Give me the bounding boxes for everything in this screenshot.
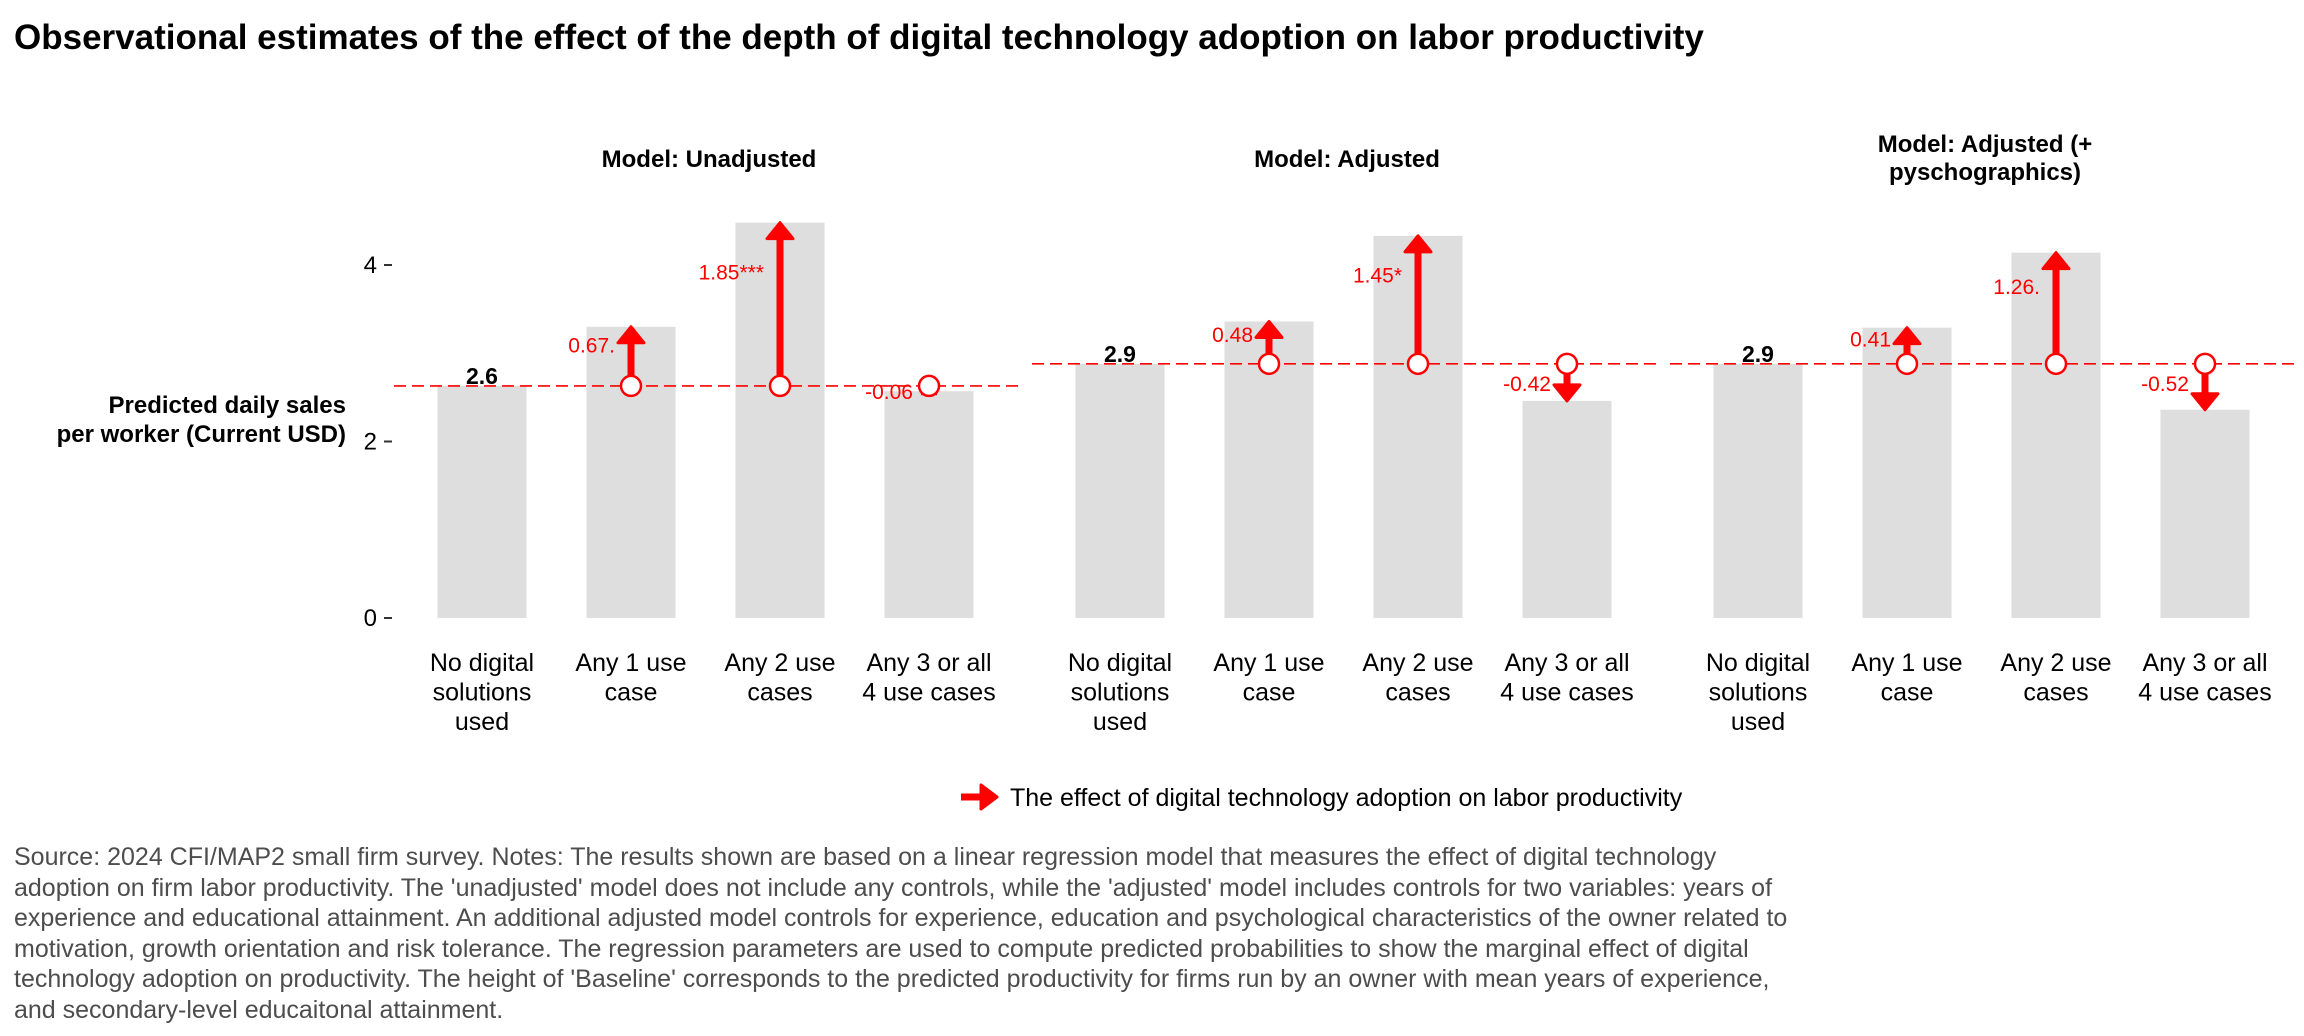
effect-label: -0.42	[1503, 373, 1551, 396]
bar	[437, 385, 527, 618]
effect-label: 0.41	[1850, 329, 1891, 352]
y-tick-label: 0	[364, 605, 377, 632]
bar	[1713, 363, 1803, 618]
y-tick-label: 4	[364, 252, 377, 279]
x-tick-label: Any 2 use cases	[2000, 649, 2111, 707]
effect-label: 0.48	[1212, 324, 1253, 347]
effect-arrow-head	[1254, 319, 1284, 339]
bar	[884, 391, 974, 618]
effect-label: 1.26.	[1993, 276, 2040, 299]
panel-title: Model: Adjusted	[1254, 146, 1440, 173]
effect-arrow	[1403, 234, 1433, 364]
x-tick-label: No digital solutions used	[1068, 649, 1172, 736]
effect-arrow-head	[1552, 383, 1582, 403]
bar	[2160, 409, 2250, 618]
baseline-point	[1895, 352, 1919, 376]
baseline-point	[1555, 352, 1579, 376]
bar	[1862, 327, 1952, 618]
effect-label: -0.06	[865, 381, 913, 404]
effect-arrow-head	[765, 221, 795, 241]
panel-title: Model: Unadjusted	[602, 146, 817, 173]
x-tick-label: Any 2 use cases	[724, 649, 835, 707]
x-tick-label: Any 1 use case	[575, 649, 686, 707]
effect-arrow	[765, 221, 795, 386]
y-axis-label: Predicted daily sales per worker (Current…	[57, 392, 346, 448]
chart-title: Observational estimates of the effect of…	[14, 18, 1704, 57]
x-tick-label: Any 3 or all 4 use cases	[2138, 649, 2271, 707]
bar	[1075, 363, 1165, 618]
x-tick-label: No digital solutions used	[430, 649, 534, 736]
effect-arrow-head	[2041, 251, 2071, 271]
baseline-label: 2.9	[1104, 341, 1136, 367]
legend-label: The effect of digital technology adoptio…	[1010, 784, 1683, 812]
baseline-point	[917, 374, 941, 398]
x-tick-label: Any 1 use case	[1851, 649, 1962, 707]
baseline-point	[619, 374, 643, 398]
x-tick-label: Any 1 use case	[1213, 649, 1324, 707]
x-tick-label: Any 3 or all 4 use cases	[1500, 649, 1633, 707]
panel-title: Model: Adjusted (+ pyschographics)	[1878, 131, 2092, 186]
effect-arrow-head	[1403, 234, 1433, 254]
baseline-point	[768, 374, 792, 398]
effect-label: 1.45*	[1353, 264, 1402, 287]
baseline-label: 2.6	[466, 363, 498, 389]
effect-arrow-head	[2190, 392, 2220, 412]
effect-label: -0.52	[2141, 373, 2189, 396]
baseline-point	[2044, 352, 2068, 376]
baseline-point	[1406, 352, 1430, 376]
bar	[1522, 400, 1612, 618]
effect-arrow-head	[1892, 326, 1922, 346]
baseline-point	[2193, 352, 2217, 376]
y-tick-label: 2	[364, 429, 377, 456]
effect-arrow-head	[616, 325, 646, 345]
source-note: Source: 2024 CFI/MAP2 small firm survey.…	[14, 843, 1788, 1024]
effect-arrow	[2041, 251, 2071, 364]
effect-label: 1.85***	[699, 262, 764, 285]
legend-arrow-head	[979, 783, 999, 811]
baseline-label: 2.9	[1742, 341, 1774, 367]
x-tick-label: Any 3 or all 4 use cases	[862, 649, 995, 707]
x-tick-label: Any 2 use cases	[1362, 649, 1473, 707]
effect-label: 0.67.	[568, 335, 615, 358]
baseline-point	[1257, 352, 1281, 376]
legend-arrow-icon	[961, 783, 999, 811]
x-tick-label: No digital solutions used	[1706, 649, 1810, 736]
